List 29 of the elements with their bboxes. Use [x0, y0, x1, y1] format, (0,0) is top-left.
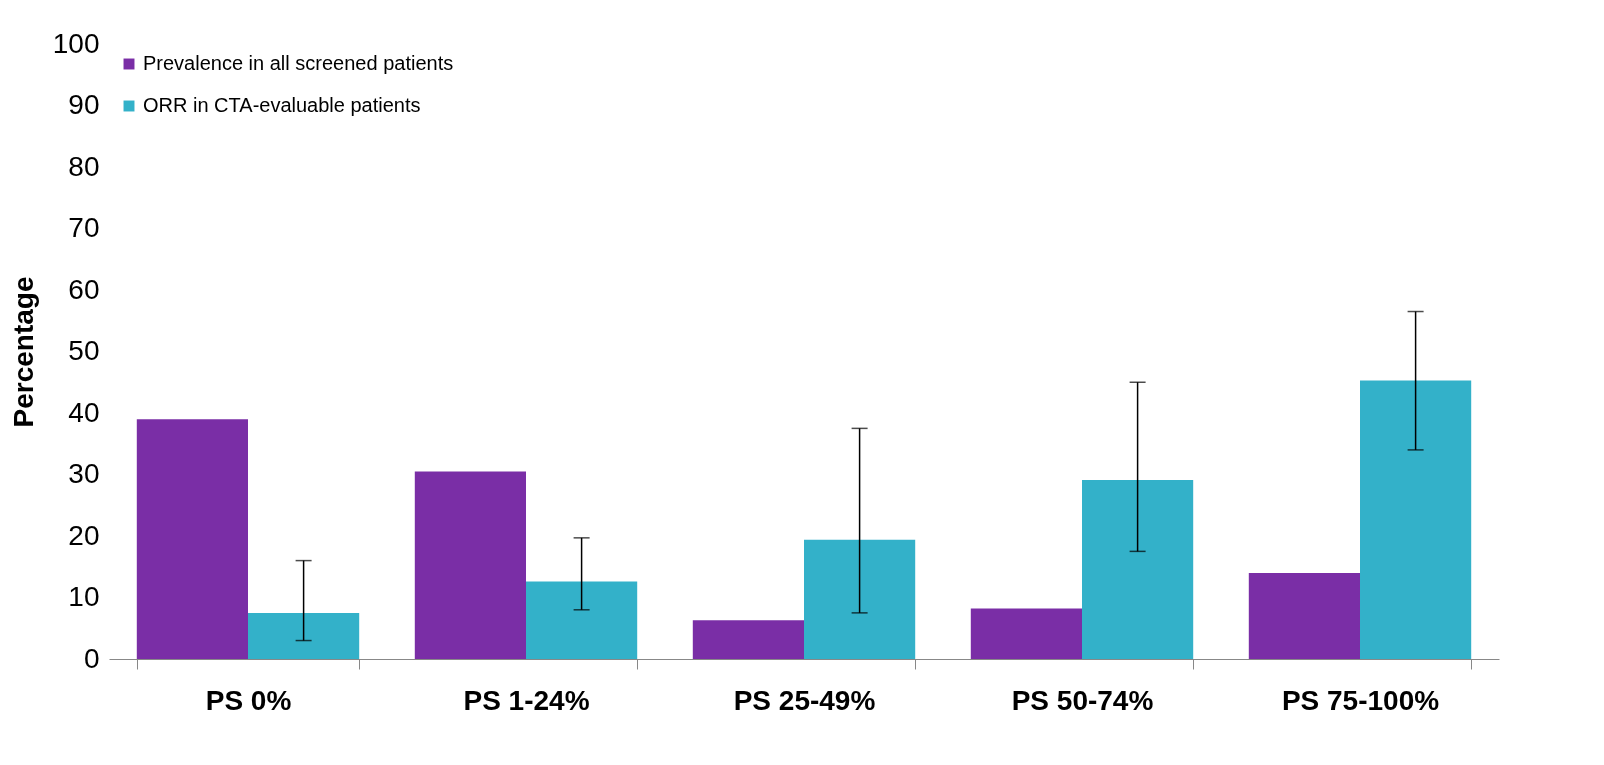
- bar: [248, 612, 360, 659]
- y-tick-label: 60: [68, 273, 100, 305]
- bar: [692, 620, 804, 659]
- x-tick-label: PS 25-49%: [733, 684, 876, 716]
- bar: [526, 581, 638, 659]
- y-tick-label: 70: [68, 212, 100, 243]
- legend-label: ORR in CTA-evaluable patients: [143, 94, 421, 116]
- bar: [1082, 480, 1194, 659]
- y-tick-label: 80: [68, 150, 100, 182]
- legend-label: Prevalence in all screened patients: [143, 52, 454, 74]
- y-tick-label: 30: [68, 458, 100, 489]
- y-tick-label: 0: [83, 642, 100, 674]
- y-axis-title: Percentage: [7, 276, 39, 428]
- x-tick-label: PS 50-74%: [1011, 684, 1154, 716]
- y-tick-label: 20: [68, 519, 100, 551]
- y-tick-label: 40: [68, 396, 100, 428]
- y-tick-label: 10: [68, 581, 100, 612]
- x-tick-label: PS 0%: [205, 684, 292, 716]
- bar: [1360, 380, 1472, 659]
- bar: [136, 419, 248, 659]
- bar: [414, 471, 526, 659]
- x-tick-label: PS 1-24%: [463, 684, 590, 716]
- x-tick-label: PS 75-100%: [1281, 684, 1440, 716]
- bar: [970, 608, 1082, 659]
- bar: [804, 539, 916, 659]
- y-tick-label: 50: [68, 335, 100, 366]
- bar: [1248, 572, 1360, 659]
- y-tick-label: 100: [52, 27, 100, 59]
- y-tick-label: 90: [68, 89, 100, 120]
